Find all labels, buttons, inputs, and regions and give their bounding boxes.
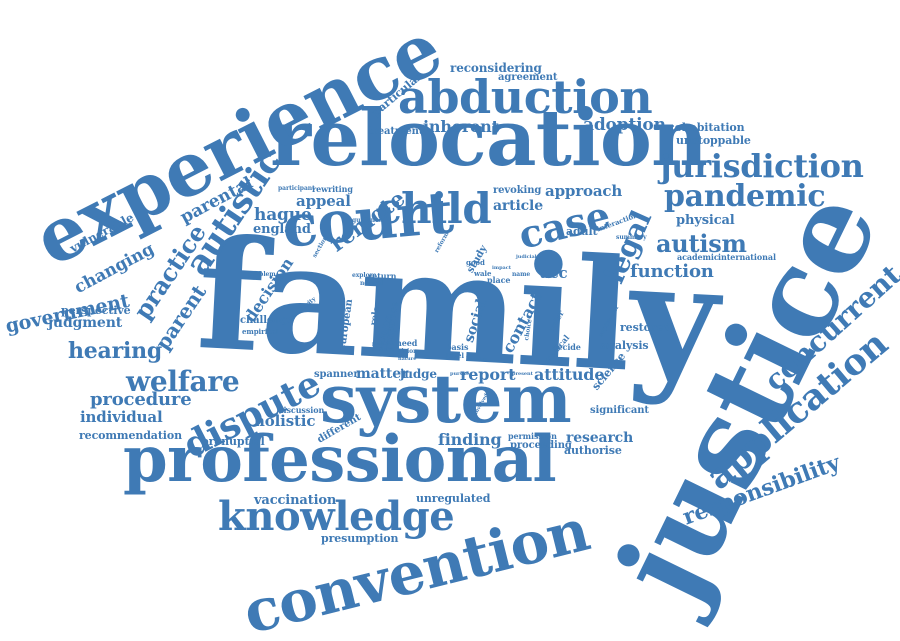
- word-restored: restored: [620, 321, 672, 334]
- word-cohabitation: cohabitation: [668, 121, 745, 134]
- word-judicial: judicial: [516, 254, 537, 260]
- word-wale: wale: [474, 269, 492, 278]
- word-problem: problem: [248, 271, 276, 278]
- word-vaccination: vaccination: [254, 493, 337, 508]
- word-basis: basis: [446, 342, 469, 352]
- word-vision: vision: [398, 348, 418, 355]
- word-place: place: [487, 275, 511, 285]
- word-return: return: [368, 271, 397, 281]
- word-good: good: [466, 258, 485, 267]
- word-child: child: [376, 184, 492, 233]
- word-procedure: procedure: [90, 389, 192, 410]
- word-authorise: authorise: [564, 444, 622, 457]
- word-inherent: inherent: [423, 117, 499, 136]
- word-rewriting: rewriting: [312, 184, 353, 194]
- word-appeal: appeal: [296, 192, 351, 210]
- word-lesson: lesson: [466, 356, 487, 363]
- word-judgment: judgment: [48, 315, 123, 331]
- word-holistic: holistic: [254, 412, 316, 430]
- word-permission: permission: [508, 431, 557, 441]
- word-judge: judge: [400, 367, 437, 381]
- word-report: report: [460, 365, 516, 384]
- word-decide: decide: [552, 342, 581, 352]
- word-hague: hague: [254, 205, 312, 225]
- word-prenuptial: prenuptial: [201, 435, 265, 448]
- word-perspective: perspective: [61, 304, 131, 317]
- word-autism: autism: [656, 229, 747, 258]
- word-attitude: attitude: [534, 365, 605, 384]
- word-relocation: relocation: [270, 93, 708, 184]
- word-function: function: [630, 261, 714, 282]
- word-level: level: [446, 351, 464, 360]
- word-research: research: [566, 430, 634, 446]
- word-nature: nature: [398, 356, 417, 362]
- word-hearing: hearing: [68, 338, 163, 364]
- word-approach: approach: [545, 182, 623, 200]
- word-participant: participant: [278, 185, 315, 192]
- word-impact: impact: [492, 265, 511, 271]
- word-jurisdiction: jurisdiction: [660, 147, 864, 185]
- word-adoption: adoption: [583, 115, 666, 135]
- word-abduction: abduction: [398, 70, 653, 124]
- word-matter: matter: [356, 366, 409, 382]
- word-summary: summary: [616, 234, 647, 241]
- word-need: need: [396, 338, 418, 348]
- word-empirical: empirical: [242, 327, 279, 336]
- word-recommendation: recommendation: [79, 429, 182, 442]
- word-knowledge: knowledge: [218, 493, 455, 540]
- word-guidance: guidance: [352, 217, 383, 224]
- word-adult: adult: [566, 225, 598, 238]
- word-finding: finding: [438, 430, 502, 449]
- word-name: name: [512, 271, 531, 278]
- word-professional: professional: [123, 422, 557, 497]
- word-treatment: treatment: [368, 126, 424, 137]
- word-article: article: [493, 198, 544, 214]
- word-physical: physical: [676, 213, 735, 228]
- word-agreement: agreement: [498, 72, 558, 83]
- word-discussion: discussion: [278, 405, 325, 415]
- word-academic: academic: [677, 252, 719, 262]
- word-system: system: [320, 360, 572, 438]
- word-reconsidering: reconsidering: [450, 61, 542, 75]
- word-welfare: welfare: [126, 365, 240, 398]
- word-revoking: revoking: [493, 185, 542, 196]
- word-unregulated: unregulated: [416, 492, 491, 505]
- word-proceeding: proceeding: [510, 440, 572, 451]
- word-international: international: [718, 252, 776, 262]
- word-spanner: spanner: [314, 369, 359, 380]
- word-present: present: [512, 371, 533, 377]
- word-pursue: pursue: [450, 371, 470, 377]
- word-presumption: presumption: [321, 532, 399, 545]
- word-significant: significant: [590, 405, 649, 416]
- word-analysis: analysis: [600, 339, 649, 352]
- word-challenge: challenge: [240, 315, 294, 326]
- word-pandemic: pandemic: [664, 179, 826, 214]
- word-acc: acc: [540, 264, 568, 282]
- word-explore: explore: [352, 272, 377, 279]
- word-england: england: [253, 222, 311, 237]
- word-position: position: [372, 341, 395, 347]
- word-unstoppable: unstoppable: [676, 134, 751, 147]
- word-individual: individual: [80, 408, 163, 426]
- word-difficult: difficult: [372, 347, 395, 353]
- word-normal: normal: [360, 280, 384, 287]
